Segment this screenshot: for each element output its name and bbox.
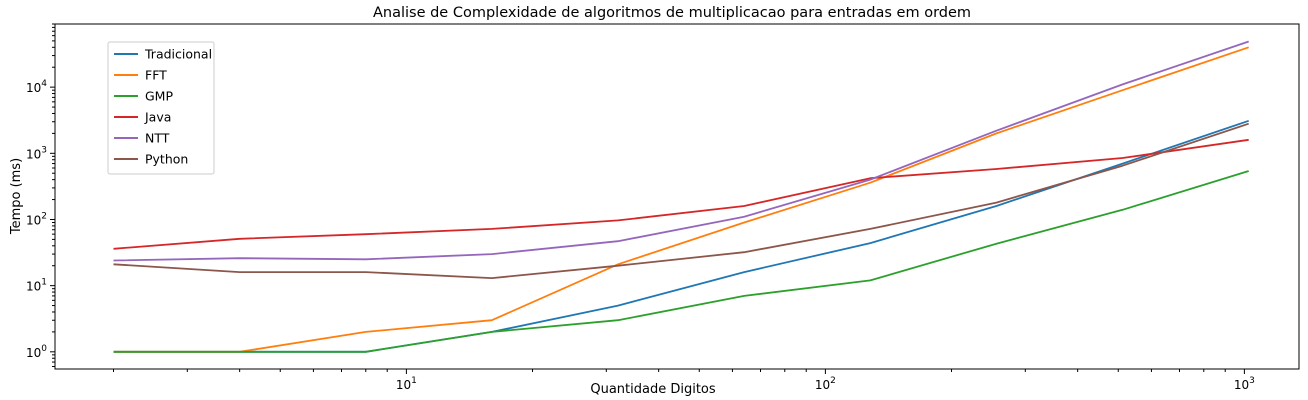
chart-title: Analise de Complexidade de algoritmos de… <box>373 5 971 21</box>
legend: Tradicional FFT GMP Java NTT Python <box>107 41 215 175</box>
y-tick-label: 101 <box>26 278 47 294</box>
legend-item: Python <box>145 152 188 167</box>
legend-item: Java <box>144 110 171 125</box>
x-tick-label: 102 <box>815 376 836 392</box>
x-tick-label: 101 <box>396 376 417 392</box>
series-line-ntt <box>113 40 1249 262</box>
y-tick-label: 100 <box>26 344 47 360</box>
series-line-gmp <box>113 170 1249 353</box>
y-tick-label: 102 <box>26 211 47 227</box>
y-axis: 100 101 102 103 104 <box>26 23 55 367</box>
y-axis-label: Tempo (ms) <box>9 158 24 235</box>
series-line-java <box>113 138 1249 250</box>
x-tick-label: 103 <box>1234 376 1255 392</box>
y-tick-label: 103 <box>26 145 47 161</box>
series-line-python <box>113 122 1249 280</box>
legend-item: GMP <box>145 89 173 104</box>
legend-item: NTT <box>145 131 170 146</box>
legend-item: FFT <box>145 68 167 83</box>
plot-frame <box>54 23 1300 370</box>
series-line-fft <box>113 46 1249 353</box>
x-axis-label: Quantidade Digitos <box>590 382 716 397</box>
plot-lines <box>113 40 1249 353</box>
legend-item: Tradicional <box>144 47 212 62</box>
y-tick-label: 104 <box>26 79 47 95</box>
